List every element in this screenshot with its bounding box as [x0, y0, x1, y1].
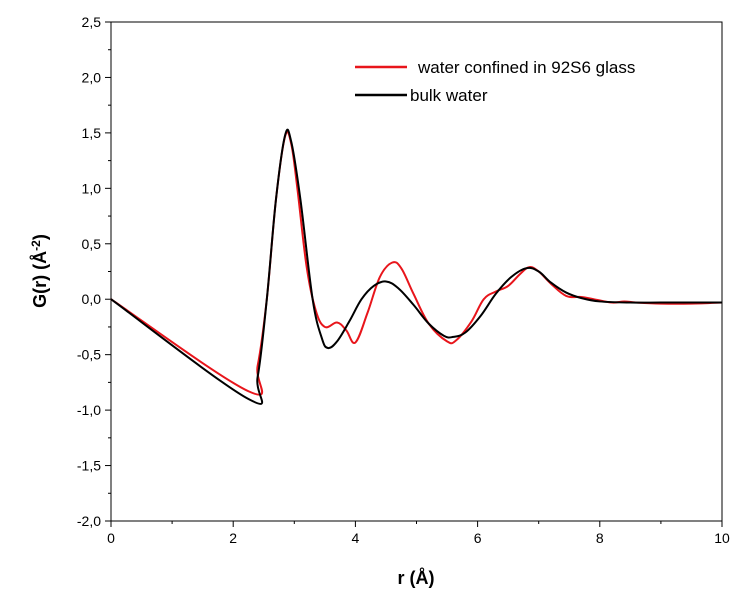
y-tick-label: -0,5 [77, 347, 101, 363]
y-tick-label: -1,5 [77, 458, 101, 474]
y-tick-label: 2,5 [82, 14, 102, 30]
x-tick-label: 6 [474, 530, 482, 546]
y-tick-label: -1,0 [77, 402, 101, 418]
series-line-confined-water [110, 130, 723, 396]
y-tick-label: -2,0 [77, 513, 101, 529]
series-line-bulk-water [110, 128, 722, 405]
y-axis-ticks: -2,0 -1,5 -1,0 -0,5 0,0 0,5 1,0 1,5 2,0 2,5 [77, 14, 111, 529]
y-tick-label: 0,0 [82, 291, 102, 307]
y-tick-label: 2,0 [82, 69, 102, 85]
x-axis-title: r (Å) [398, 568, 435, 588]
y-tick-label: 1,5 [82, 125, 102, 141]
x-tick-label: 2 [229, 530, 237, 546]
legend: water confined in 92S6 glass bulk water [355, 58, 635, 105]
x-tick-label: 4 [352, 530, 360, 546]
legend-label-bulk: bulk water [410, 86, 488, 105]
legend-label-confined: water confined in 92S6 glass [417, 58, 635, 77]
y-axis-title: G(r) (Å-2) [29, 234, 50, 308]
y-tick-label: 1,0 [82, 180, 102, 196]
x-tick-label: 10 [714, 530, 730, 546]
y-tick-label: 0,5 [82, 236, 102, 252]
x-axis-ticks: 0 2 4 6 8 10 [107, 521, 730, 546]
series-lines [110, 128, 723, 405]
x-tick-label: 8 [596, 530, 604, 546]
x-tick-label: 0 [107, 530, 115, 546]
